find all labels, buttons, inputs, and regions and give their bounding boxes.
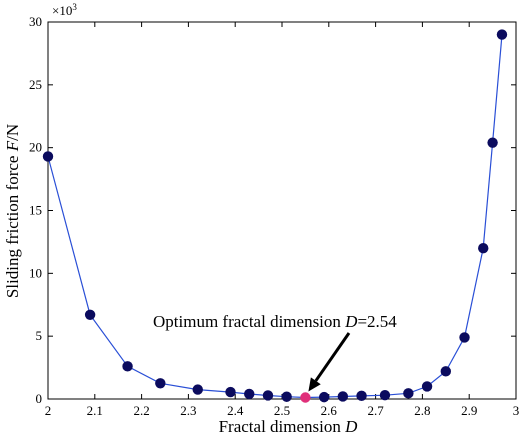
y-tick-label: 20	[29, 140, 42, 155]
data-point	[318, 391, 330, 403]
plot-frame	[47, 21, 517, 400]
series-line	[47, 34, 503, 399]
data-point	[356, 390, 367, 402]
x-tick-label: 2.7	[367, 403, 384, 418]
annotation-arrowhead	[308, 377, 321, 392]
optimum-point	[300, 392, 311, 403]
y-axis-multiplier: ×103	[52, 2, 77, 18]
data-point	[440, 366, 451, 377]
data-points	[42, 29, 508, 403]
x-tick-label: 3	[513, 403, 520, 418]
svg-text:×103: ×103	[52, 2, 77, 18]
x-tick-label: 2.2	[133, 403, 149, 418]
y-axis-label: Sliding friction force F/N	[3, 124, 22, 298]
data-point	[459, 332, 470, 343]
data-point	[84, 309, 96, 321]
y-tick-label: 5	[36, 328, 43, 343]
data-point	[192, 384, 203, 395]
y-tick-label: 15	[29, 203, 42, 218]
x-tick-label: 2.3	[180, 403, 196, 418]
x-tick-label: 2	[45, 403, 52, 418]
data-point	[337, 391, 349, 402]
y-tick-label: 25	[29, 77, 42, 92]
y-axis-ticks: 0 5 10 15 20 25 30	[29, 14, 516, 406]
data-point	[403, 388, 414, 399]
data-point	[42, 151, 54, 162]
x-axis-ticks: 2 2.1 2.2 2.3 2.4 2.5 2.6 2.7 2.8 2.9 3	[45, 22, 520, 418]
optimum-annotation: Optimum fractal dimension D=2.54	[153, 312, 397, 392]
data-point	[262, 390, 274, 401]
data-point	[122, 361, 133, 372]
data-point	[281, 391, 292, 402]
data-point	[478, 243, 489, 254]
x-tick-label: 2.9	[461, 403, 477, 418]
x-axis-label: Fractal dimension D	[219, 417, 359, 436]
svg-text:Optimum fractal dimension D=2.: Optimum fractal dimension D=2.54	[153, 312, 397, 331]
x-tick-label: 2.8	[414, 403, 430, 418]
data-point	[496, 29, 508, 40]
annotation-arrow	[314, 332, 351, 382]
y-tick-label: 10	[29, 265, 42, 280]
data-point	[225, 386, 236, 398]
y-tick-label: 30	[29, 14, 42, 29]
data-point	[244, 388, 255, 400]
data-point	[487, 137, 498, 148]
x-tick-label: 2.1	[87, 403, 103, 418]
x-tick-label: 2.5	[274, 403, 290, 418]
data-point	[155, 378, 166, 389]
y-tick-label: 0	[36, 391, 43, 406]
x-tick-label: 2.6	[321, 403, 338, 418]
data-point	[421, 381, 433, 392]
x-tick-label: 2.4	[227, 403, 244, 418]
data-point	[379, 390, 391, 401]
